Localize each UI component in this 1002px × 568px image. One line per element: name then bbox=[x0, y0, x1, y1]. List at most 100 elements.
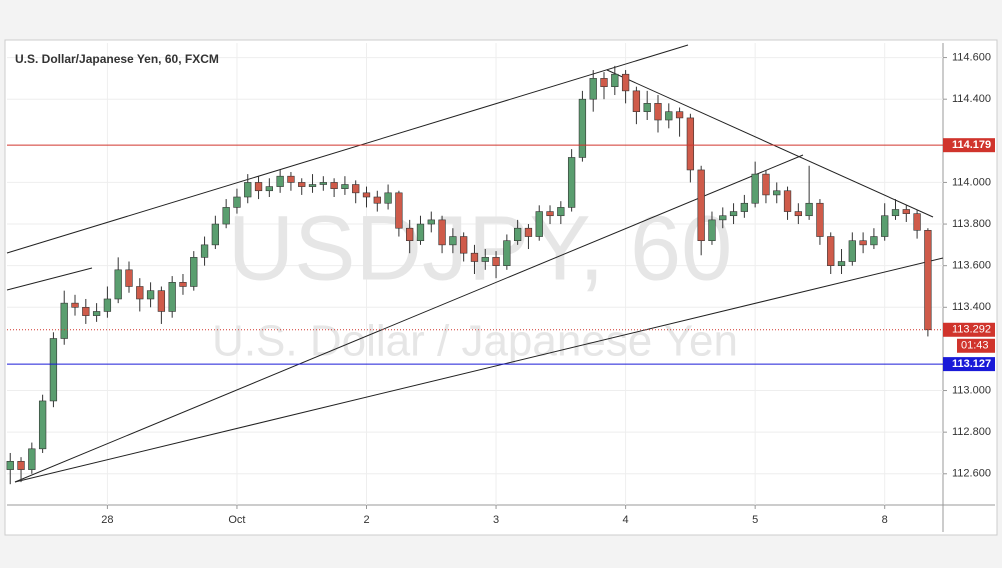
candle-body bbox=[449, 236, 457, 246]
candle-body bbox=[125, 269, 133, 287]
candle-body bbox=[503, 240, 511, 266]
candle-body bbox=[406, 227, 414, 242]
candle-body bbox=[837, 261, 846, 266]
candle-body bbox=[697, 169, 705, 242]
candle-body bbox=[200, 244, 209, 258]
candle-body bbox=[481, 257, 489, 262]
last-price-label: 113.292 bbox=[952, 324, 991, 336]
candle-body bbox=[773, 190, 781, 196]
candle-body bbox=[233, 196, 241, 208]
x-tick-label: 2 bbox=[363, 514, 369, 526]
candle-body bbox=[805, 202, 813, 217]
x-tick-label: 3 bbox=[493, 514, 499, 526]
candle-body bbox=[913, 213, 921, 231]
candle-body bbox=[589, 78, 597, 100]
candle-body bbox=[719, 215, 727, 221]
candle-body bbox=[136, 286, 144, 300]
candle-body bbox=[859, 240, 867, 246]
candle-body bbox=[168, 282, 176, 312]
y-tick-label: 113.600 bbox=[952, 260, 991, 272]
candle-body bbox=[38, 400, 47, 450]
candle-body bbox=[114, 269, 122, 300]
trend-lines bbox=[6, 44, 944, 483]
candle-body bbox=[373, 196, 381, 204]
candle-body bbox=[92, 311, 101, 316]
candle-body bbox=[708, 219, 716, 242]
watermark-subtitle: U.S. Dollar / Japanese Yen bbox=[212, 317, 738, 366]
candle-body bbox=[665, 111, 673, 121]
candle-body bbox=[276, 175, 284, 187]
watermark: USDJPY, 60 bbox=[228, 197, 733, 299]
candle-body bbox=[870, 236, 878, 246]
candle-body bbox=[492, 257, 500, 266]
candle-body bbox=[621, 73, 630, 92]
trend-line bbox=[14, 154, 804, 483]
candle-body bbox=[60, 302, 68, 339]
candle-body bbox=[751, 173, 759, 204]
x-tick-label: 4 bbox=[623, 514, 629, 526]
candle-body bbox=[146, 290, 155, 300]
candle-body bbox=[632, 90, 641, 112]
candle-body bbox=[891, 209, 900, 217]
candle-body bbox=[362, 192, 371, 198]
candle-body bbox=[643, 103, 651, 112]
level-label-box bbox=[943, 357, 995, 372]
candle-body bbox=[179, 282, 187, 287]
candle-body bbox=[319, 182, 327, 185]
candle-body bbox=[71, 302, 79, 308]
x-tick-label: 28 bbox=[101, 514, 113, 526]
candle-body bbox=[254, 182, 263, 192]
candle-body bbox=[567, 157, 576, 208]
candle-body bbox=[211, 223, 220, 246]
candle-body bbox=[190, 257, 198, 287]
candle-body bbox=[557, 207, 565, 217]
candle-body bbox=[28, 448, 36, 470]
candle-body bbox=[848, 240, 856, 262]
candle-body bbox=[49, 338, 58, 402]
candle-body bbox=[6, 460, 14, 470]
candle-body bbox=[308, 184, 317, 187]
candle-body bbox=[395, 192, 403, 229]
candle-body bbox=[524, 227, 533, 237]
candle-body bbox=[265, 186, 273, 192]
y-tick-label: 112.800 bbox=[952, 426, 991, 438]
candle-body bbox=[794, 211, 802, 217]
x-tick-label: 8 bbox=[882, 514, 888, 526]
candle-body bbox=[244, 182, 252, 198]
x-tick-label: Oct bbox=[228, 514, 245, 526]
y-tick-label: 114.600 bbox=[952, 51, 991, 63]
trend-line bbox=[14, 257, 944, 483]
countdown: 01:43 bbox=[961, 340, 989, 352]
candle-body bbox=[762, 173, 770, 196]
countdown-box bbox=[957, 338, 995, 353]
candle-body bbox=[924, 229, 932, 331]
candle-body bbox=[330, 182, 338, 189]
last-price-box bbox=[943, 322, 995, 337]
candle-body bbox=[513, 227, 522, 242]
candle-body bbox=[578, 98, 587, 158]
candle-body bbox=[298, 182, 306, 187]
candle-body bbox=[686, 117, 695, 171]
candle-body bbox=[157, 290, 166, 312]
y-tick-label: 113.800 bbox=[952, 218, 991, 230]
y-tick-label: 114.000 bbox=[952, 176, 991, 188]
candle-body bbox=[438, 219, 446, 246]
candle-body bbox=[341, 184, 349, 189]
candle-body bbox=[729, 211, 738, 217]
candle-body bbox=[675, 111, 684, 119]
candle-body bbox=[470, 252, 479, 262]
trend-line bbox=[6, 267, 93, 291]
trend-line bbox=[6, 44, 689, 254]
candle-body bbox=[17, 460, 25, 470]
candle-body bbox=[535, 211, 543, 237]
grid bbox=[7, 43, 943, 505]
candle-body bbox=[82, 306, 90, 316]
y-tick-label: 114.400 bbox=[952, 93, 991, 105]
candle-body bbox=[600, 78, 608, 88]
candle-body bbox=[816, 202, 824, 237]
trend-line bbox=[606, 69, 934, 218]
candle-body bbox=[416, 223, 425, 242]
candle-body bbox=[740, 202, 749, 212]
